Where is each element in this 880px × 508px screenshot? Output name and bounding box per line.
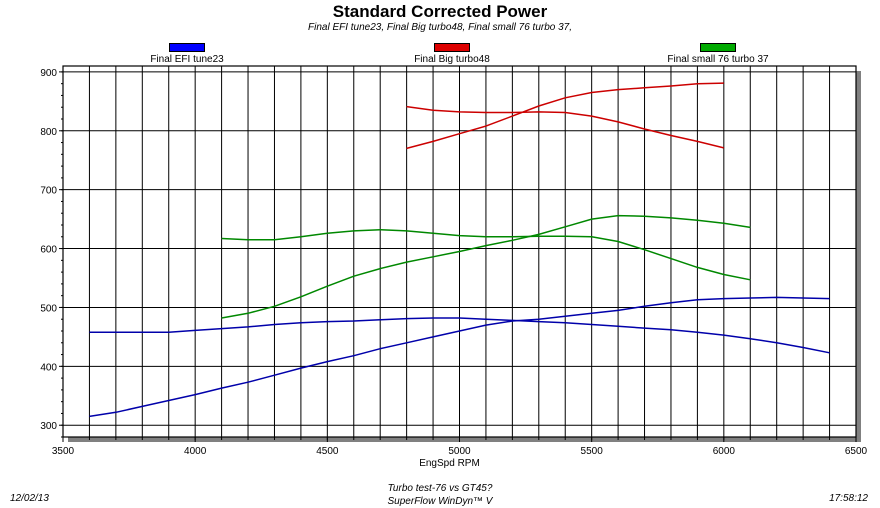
x-tick-label: 6000 [713,446,736,457]
series-group [89,82,830,418]
y-tick-label: 500 [40,303,57,314]
legend-label-efi: Final EFI tune23 [150,54,224,65]
grid [62,65,861,442]
legend-swatch-small-turbo [700,43,736,52]
axes: 300 400 500 600 700 800 900 3500 4000 4500 5000 550… [40,68,867,469]
chart-subtitle: Final EFI tune23, Final Big turbo48, Fin… [307,22,573,33]
series-line-3 [406,105,724,149]
footer-test-name: Turbo test-76 vs GT45? [387,483,493,494]
series-line-0 [89,296,830,418]
series-line-1 [89,317,830,354]
footer-date: 12/02/13 [10,493,49,504]
legend-item-efi: Final EFI tune23 [107,43,267,65]
x-tick-label: 4000 [184,446,207,457]
x-tick-label: 3500 [52,446,75,457]
frame-shadow-bottom [68,437,861,442]
y-tick-label: 600 [40,245,57,256]
legend-item-small-turbo: Final small 76 turbo 37 [638,43,798,65]
x-tick-label: 4500 [316,446,339,457]
series-line-5 [221,228,751,281]
footer-time: 17:58:12 [829,493,868,504]
legend-item-big-turbo: Final Big turbo48 [372,43,532,65]
y-tick-label: 900 [40,68,57,79]
legend-label-small-turbo: Final small 76 turbo 37 [667,54,769,65]
x-axis-label: EngSpd RPM [419,458,480,469]
series-line-2 [406,82,724,150]
legend-swatch-efi [169,43,205,52]
series-line-4 [221,214,751,319]
y-tick-label: 700 [40,186,57,197]
y-tick-label: 300 [40,421,57,432]
y-tick-label: 800 [40,127,57,138]
legend-swatch-big-turbo [434,43,470,52]
chart-title: Standard Corrected Power [332,2,548,21]
x-tick-label: 5000 [448,446,471,457]
x-tick-label: 5500 [581,446,604,457]
frame-shadow-right [856,71,861,442]
footer-software: SuperFlow WinDyn™ V [387,496,493,507]
x-tick-label: 6500 [845,446,868,457]
y-tick-label: 400 [40,362,57,373]
legend-label-big-turbo: Final Big turbo48 [414,54,490,65]
